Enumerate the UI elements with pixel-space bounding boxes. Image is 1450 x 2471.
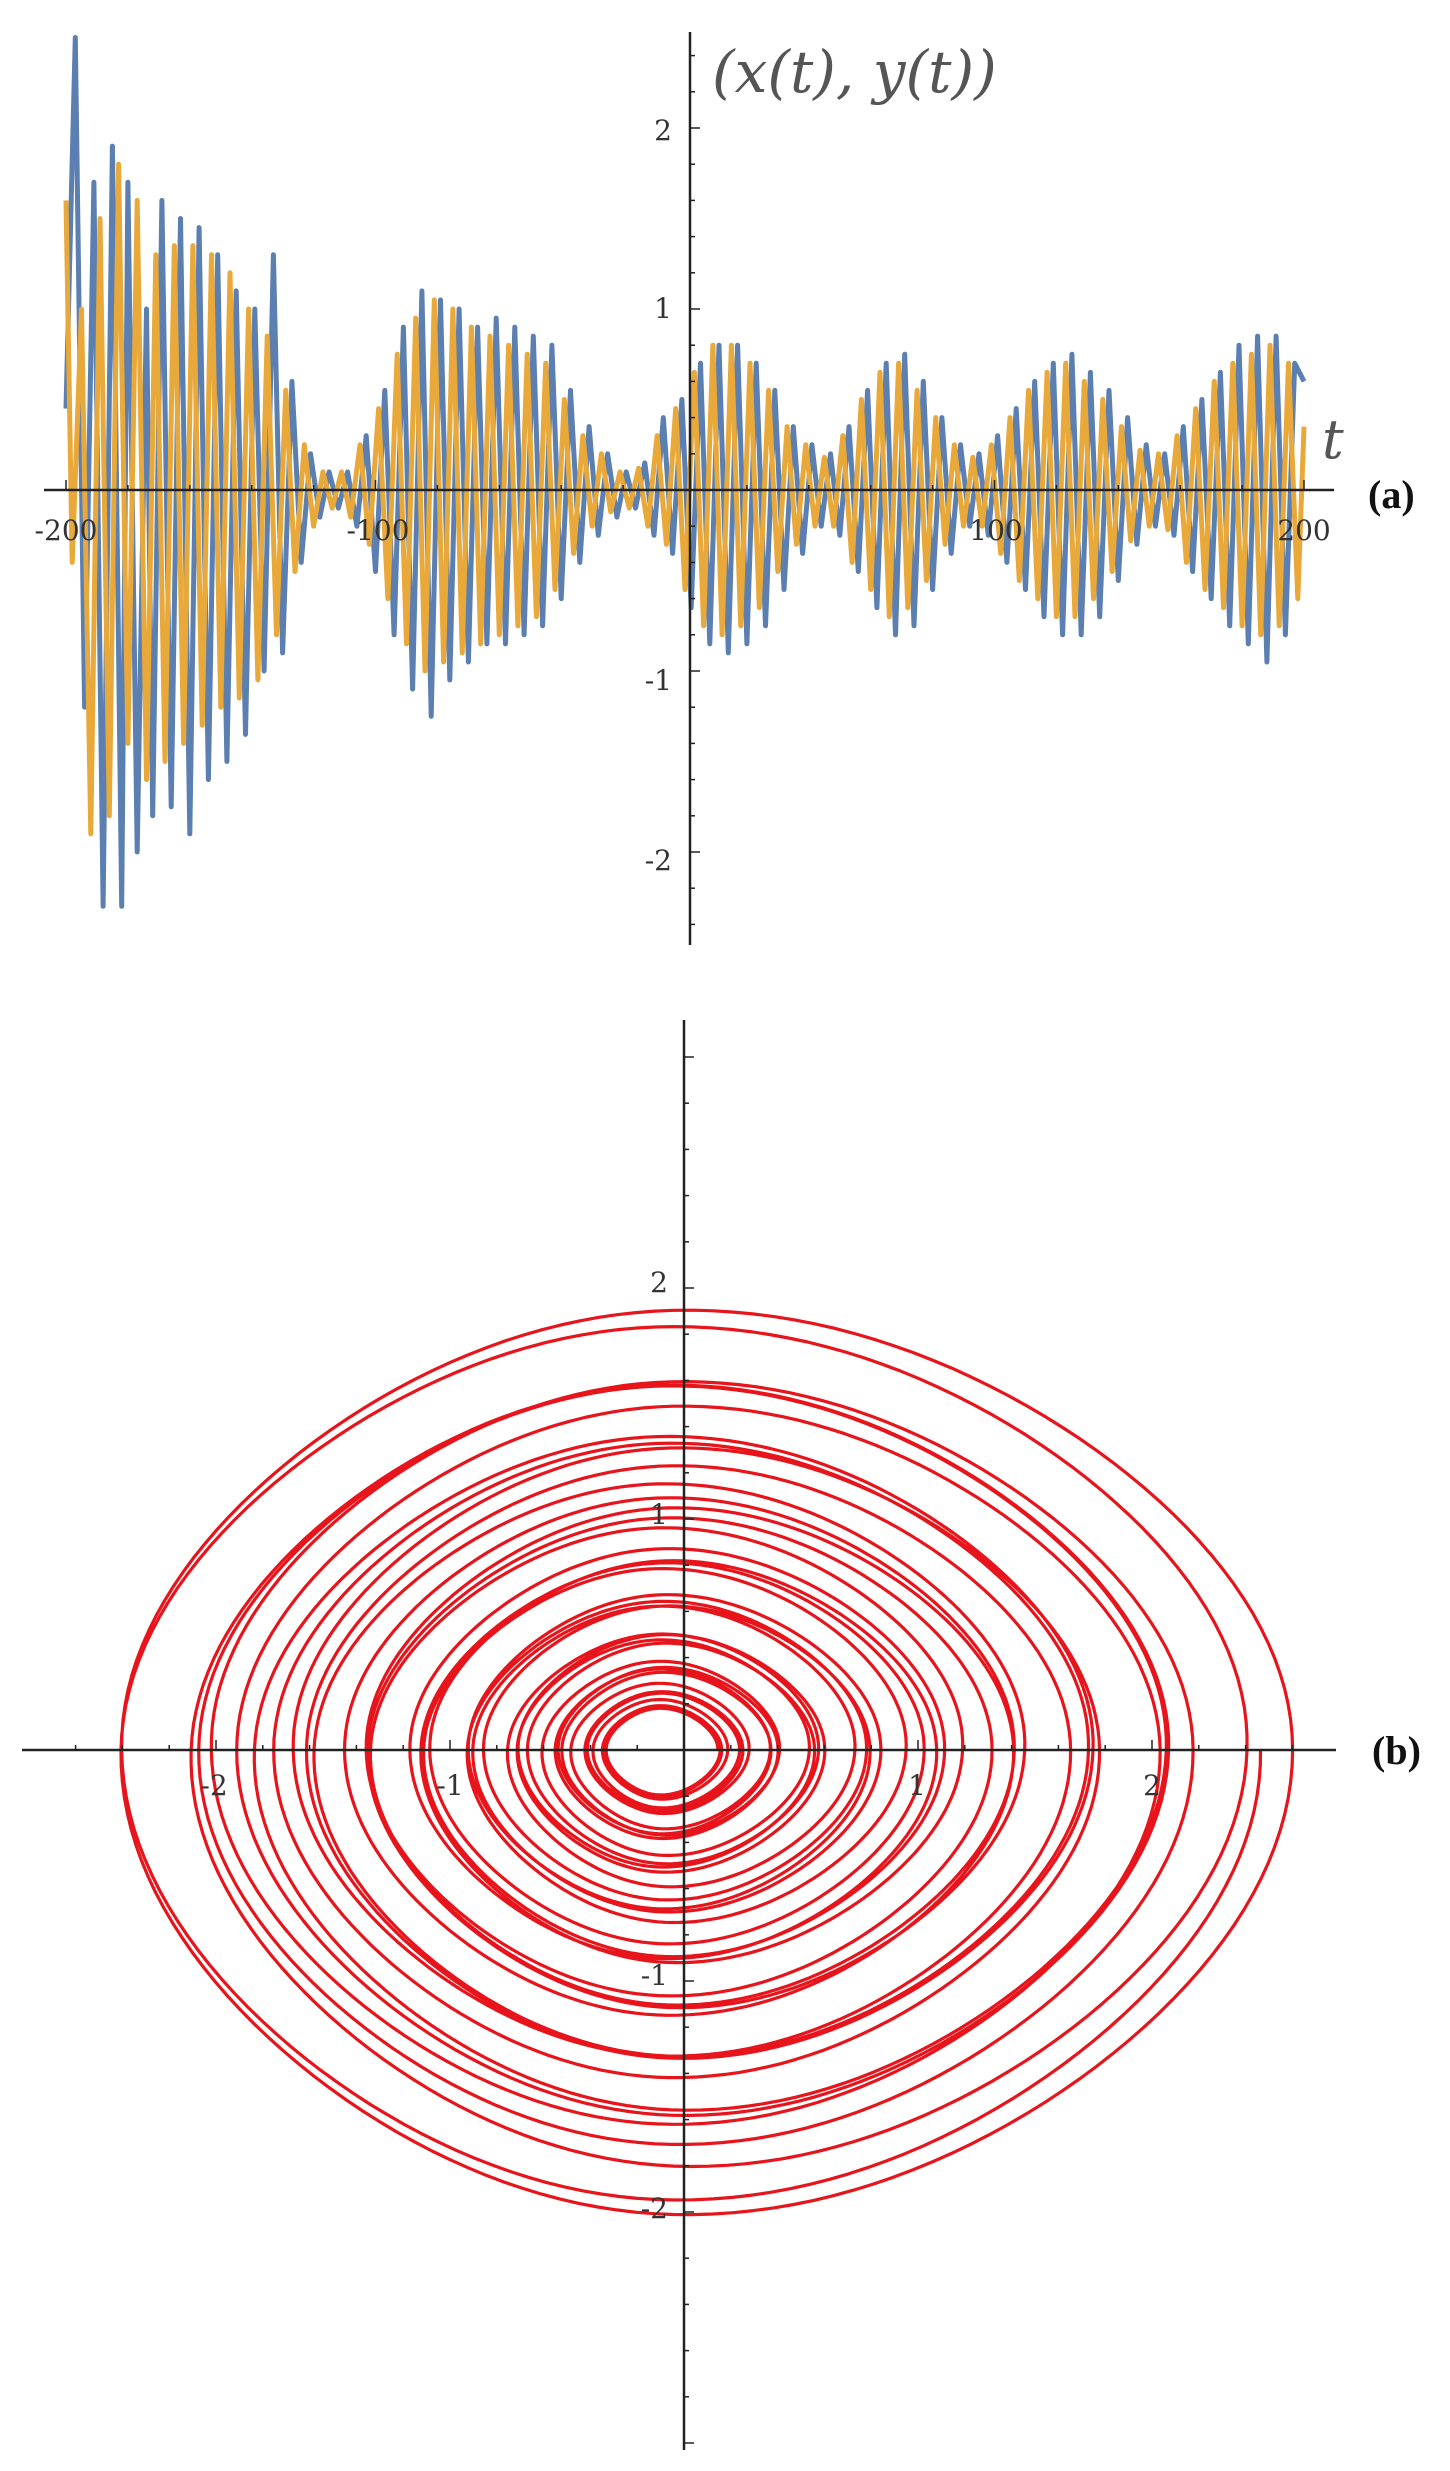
- chart-a-tick-label-y-1: 1: [654, 292, 672, 325]
- chart-a: -200 -100 100 200 -2 -1 1 2 (x(t), y(t))…: [35, 32, 1415, 945]
- chart-b-curve: [119, 1308, 1295, 2217]
- chart-a-tick-label-x-100: 100: [969, 514, 1022, 547]
- chart-b-tick-label-x-2: 2: [1143, 1769, 1161, 1802]
- chart-a-tick-label-y-neg2: -2: [645, 844, 672, 877]
- chart-b-tick-label-y-neg1: -1: [641, 1959, 668, 1992]
- chart-a-panel-label: (a): [1368, 472, 1415, 517]
- chart-a-tick-label-x-neg200: -200: [35, 514, 98, 547]
- chart-a-series: [63, 35, 1307, 909]
- chart-a-tick-label-x-neg100: -100: [347, 514, 410, 547]
- chart-b-ticks: [74, 1056, 1294, 2444]
- chart-b: -2 -1 1 2 -2 -1 1 2 (b): [22, 1020, 1421, 2450]
- chart-b-phase-curve: [119, 1308, 1295, 2217]
- chart-a-series-2-line: [63, 161, 1307, 837]
- chart-b-panel-label: (b): [1372, 1728, 1421, 1773]
- chart-b-tick-label-y-1: 1: [650, 1498, 668, 1531]
- chart-b-tick-label-x-1: 1: [908, 1769, 926, 1802]
- chart-a-title: (x(t), y(t)): [712, 38, 997, 106]
- chart-b-tick-label-y-neg2: -2: [641, 2192, 668, 2225]
- chart-a-tick-label-y-2: 2: [654, 114, 672, 147]
- chart-a-tick-label-y-neg1: -1: [645, 664, 672, 697]
- chart-a-tick-label-x-200: 200: [1277, 514, 1330, 547]
- chart-a-xlabel: t: [1322, 408, 1344, 471]
- chart-b-tick-label-y-2: 2: [650, 1266, 668, 1299]
- chart-a-ticks: [65, 54, 1305, 926]
- chart-b-tick-label-x-neg2: -2: [200, 1769, 227, 1802]
- chart-b-tick-label-x-neg1: -1: [436, 1769, 463, 1802]
